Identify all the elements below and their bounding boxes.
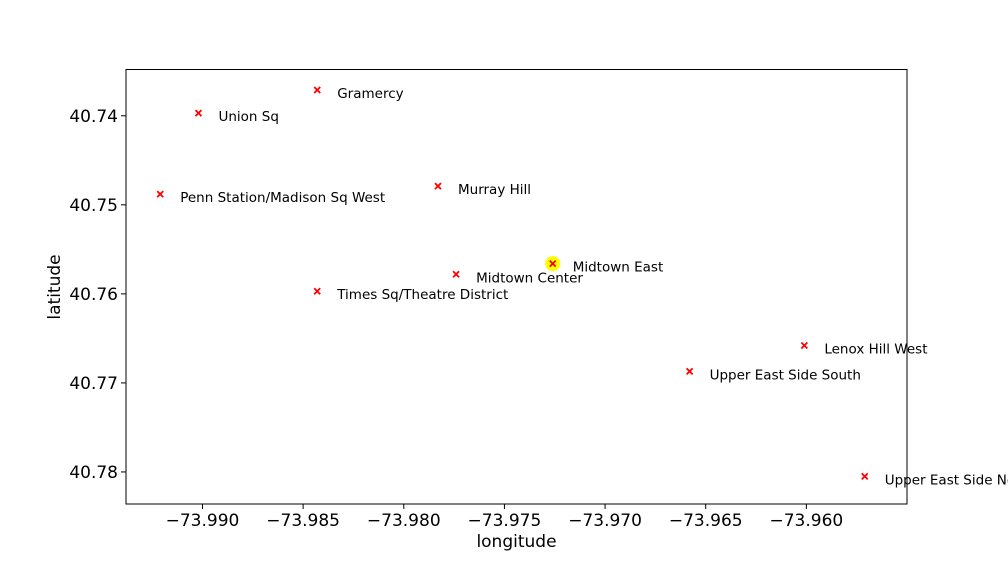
point-label: Times Sq/Theatre District xyxy=(336,287,508,303)
data-point: Lenox Hill West xyxy=(800,341,927,358)
y-tick-label: 40.77 xyxy=(69,374,118,394)
x-tick-label: −73.990 xyxy=(166,511,240,531)
data-point: Murray Hill xyxy=(434,182,531,198)
data-point: Midtown East xyxy=(545,256,663,276)
data-point: Times Sq/Theatre District xyxy=(313,287,508,303)
data-point: Upper East Side South xyxy=(685,367,861,383)
x-marker xyxy=(452,270,460,278)
data-point: Union Sq xyxy=(194,109,279,125)
x-tick-label: −73.965 xyxy=(669,511,743,531)
x-tick-label: −73.975 xyxy=(468,511,542,531)
point-label: Lenox Hill West xyxy=(824,342,927,358)
x-marker xyxy=(313,287,321,295)
x-marker xyxy=(861,472,869,481)
point-label: Murray Hill xyxy=(458,182,531,198)
point-label: Penn Station/Madison Sq West xyxy=(180,190,385,206)
y-axis-label: latitude xyxy=(45,254,65,319)
x-marker xyxy=(800,341,808,350)
x-marker xyxy=(685,367,694,375)
y-tick-label: 40.75 xyxy=(69,196,118,216)
axis-ticks: −73.990 −73.985 −73.980 −73.975 −73.970 −73.9… xyxy=(69,107,843,531)
data-point: Gramercy xyxy=(313,86,404,102)
point-label: Upper East Side North xyxy=(885,472,1008,488)
y-tick-label: 40.74 xyxy=(69,107,118,127)
point-label: Upper East Side South xyxy=(710,367,861,383)
point-label: Midtown Center xyxy=(476,270,583,286)
data-point: Upper East Side North xyxy=(861,472,1008,488)
y-tick-label: 40.78 xyxy=(69,463,118,483)
x-tick-label: −73.970 xyxy=(568,511,642,531)
plot-frame xyxy=(125,69,908,505)
x-tick-label: −73.985 xyxy=(266,511,340,531)
data-point: Midtown Center xyxy=(452,270,583,286)
y-tick-label: 40.76 xyxy=(69,285,118,305)
x-tick-label: −73.960 xyxy=(769,511,843,531)
point-label: Midtown East xyxy=(573,260,664,276)
x-marker xyxy=(313,86,321,94)
x-marker xyxy=(549,259,557,268)
x-marker xyxy=(194,109,203,117)
plot-marks: Gramercy Union Sq Murray Hill Penn Station/… xyxy=(156,86,1008,488)
point-label: Gramercy xyxy=(337,86,403,102)
point-label: Union Sq xyxy=(218,109,278,125)
x-marker xyxy=(434,182,442,190)
x-tick-label: −73.980 xyxy=(367,511,441,531)
x-marker xyxy=(156,190,164,198)
x-axis-label: longitude xyxy=(476,532,556,552)
data-point: Penn Station/Madison Sq West xyxy=(156,190,385,206)
